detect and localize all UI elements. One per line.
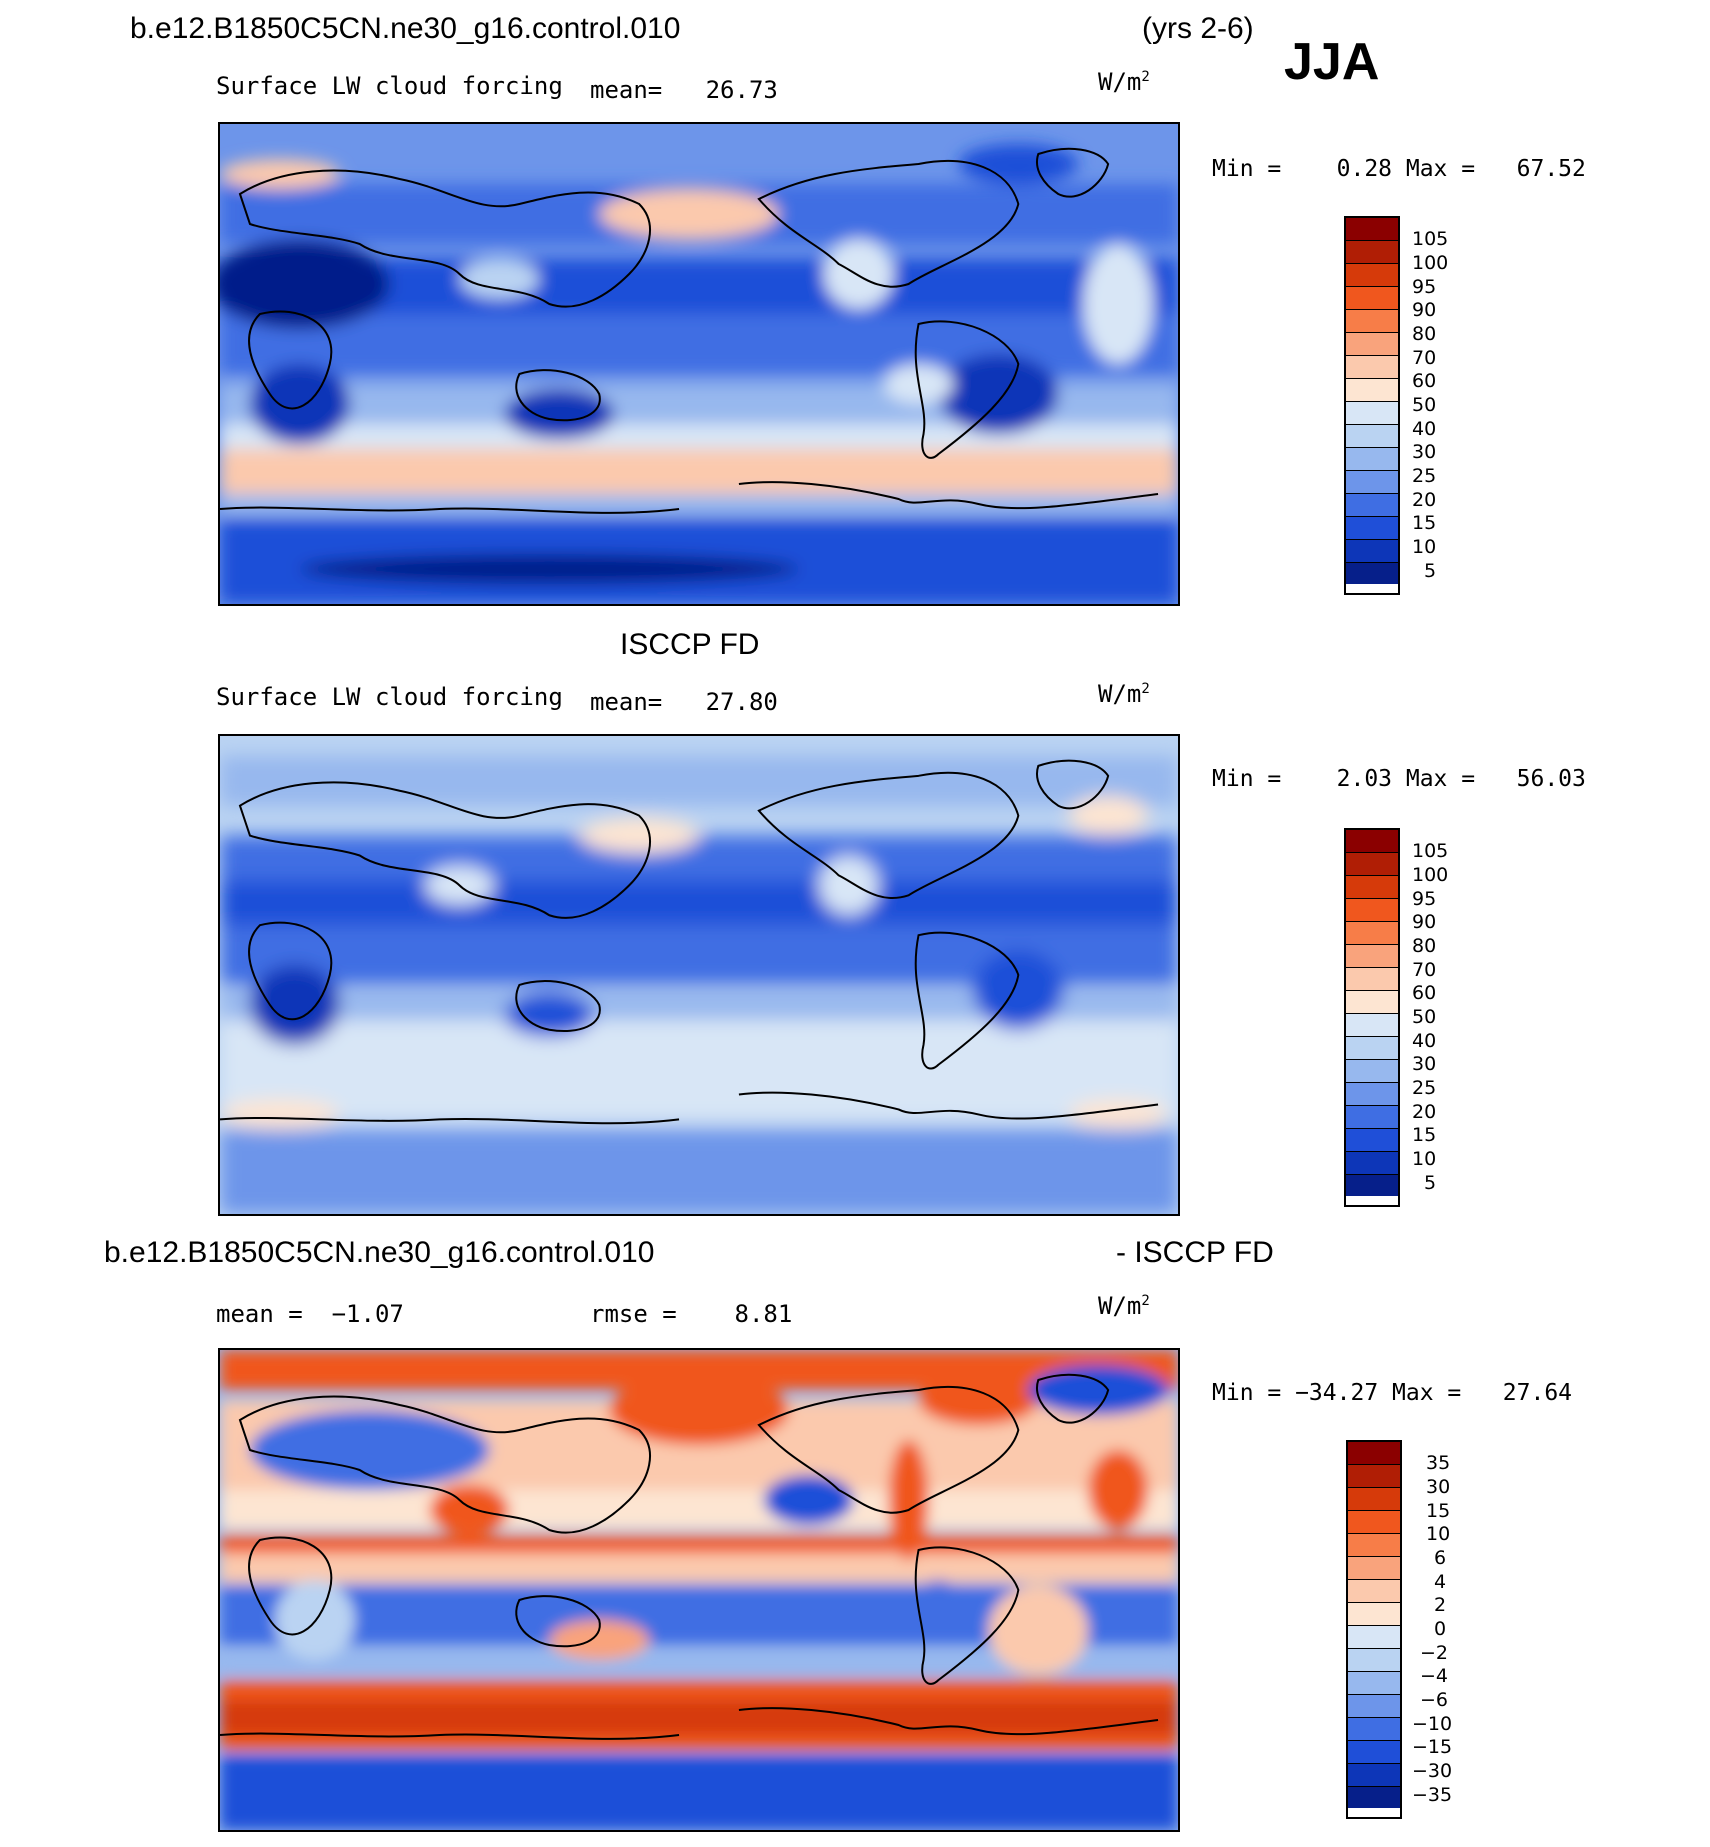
cbar-label: 0 bbox=[1434, 1618, 1447, 1640]
cbar-label: 60 bbox=[1412, 370, 1437, 392]
cbar-label: 25 bbox=[1412, 465, 1437, 487]
cbar-label: 6 bbox=[1434, 1547, 1447, 1569]
panel3-title-right: - ISCCP FD bbox=[1116, 1236, 1274, 1269]
season-label: JJA bbox=[1284, 33, 1380, 91]
cbar-label: 40 bbox=[1412, 418, 1437, 440]
cbar-label: −2 bbox=[1420, 1642, 1449, 1664]
cbar-label: −10 bbox=[1412, 1713, 1453, 1735]
cbar-label: 30 bbox=[1426, 1476, 1451, 1498]
cbar-label: 30 bbox=[1412, 1053, 1437, 1075]
cbar-label: −6 bbox=[1420, 1689, 1449, 1711]
cbar-label: 10 bbox=[1412, 536, 1437, 558]
panel2-title: ISCCP FD bbox=[620, 628, 760, 661]
panel1-minmax: Min = 0.28 Max = 67.52 bbox=[1212, 156, 1586, 182]
panel3-map bbox=[218, 1348, 1180, 1832]
cbar-label: 50 bbox=[1412, 394, 1437, 416]
cbar-label: 15 bbox=[1426, 1500, 1451, 1522]
cbar-label: 105 bbox=[1412, 228, 1449, 250]
cbar-label: 100 bbox=[1412, 864, 1449, 886]
panel1-map bbox=[218, 122, 1180, 606]
cbar-label: 10 bbox=[1426, 1523, 1451, 1545]
years-label: (yrs 2-6) bbox=[1142, 12, 1254, 45]
cbar-label: 95 bbox=[1412, 888, 1437, 910]
cbar-label: 90 bbox=[1412, 299, 1437, 321]
cbar-label: 35 bbox=[1426, 1452, 1451, 1474]
cbar-label: 105 bbox=[1412, 840, 1449, 862]
panel2-map bbox=[218, 734, 1180, 1216]
cbar-label: 70 bbox=[1412, 959, 1437, 981]
panel3-rmse: rmse = 8.81 bbox=[590, 1300, 793, 1328]
cbar-label: 80 bbox=[1412, 935, 1437, 957]
cbar-label: 2 bbox=[1434, 1594, 1447, 1616]
panel2-units: W/m2 bbox=[1098, 680, 1150, 708]
panel2-mean: mean= 27.80 bbox=[590, 688, 778, 716]
cbar-label: −35 bbox=[1412, 1784, 1453, 1806]
case-title: b.e12.B1850C5CN.ne30_g16.control.010 bbox=[130, 12, 681, 45]
cbar-label: 100 bbox=[1412, 252, 1449, 274]
cbar-label: 95 bbox=[1412, 276, 1437, 298]
cbar-label: −4 bbox=[1420, 1665, 1449, 1687]
cbar-label: 30 bbox=[1412, 441, 1437, 463]
cbar-label: −15 bbox=[1412, 1736, 1453, 1758]
panel1-colorbar bbox=[1344, 216, 1400, 595]
panel3-minmax: Min = −34.27 Max = 27.64 bbox=[1212, 1380, 1573, 1406]
panel3-mean: mean = −1.07 bbox=[216, 1300, 404, 1328]
cbar-label: 20 bbox=[1412, 1101, 1437, 1123]
cbar-label: 25 bbox=[1412, 1077, 1437, 1099]
cbar-label: 15 bbox=[1412, 1124, 1437, 1146]
cbar-label: −30 bbox=[1412, 1760, 1453, 1782]
panel3-units: W/m2 bbox=[1098, 1292, 1150, 1320]
panel1-mean: mean= 26.73 bbox=[590, 76, 778, 104]
cbar-label: 20 bbox=[1412, 489, 1437, 511]
panel2-variable: Surface LW cloud forcing bbox=[216, 683, 563, 711]
cbar-label: 40 bbox=[1412, 1030, 1437, 1052]
cbar-label: 80 bbox=[1412, 323, 1437, 345]
panel3-title-left: b.e12.B1850C5CN.ne30_g16.control.010 bbox=[104, 1236, 655, 1269]
panel1-variable: Surface LW cloud forcing bbox=[216, 72, 563, 100]
panel2-colorbar bbox=[1344, 828, 1400, 1207]
cbar-label: 50 bbox=[1412, 1006, 1437, 1028]
cbar-label: 90 bbox=[1412, 911, 1437, 933]
cbar-label: 10 bbox=[1412, 1148, 1437, 1170]
cbar-label: 70 bbox=[1412, 347, 1437, 369]
panel1-units: W/m2 bbox=[1098, 68, 1150, 96]
cbar-label: 5 bbox=[1424, 560, 1437, 582]
cbar-label: 4 bbox=[1434, 1571, 1447, 1593]
panel2-minmax: Min = 2.03 Max = 56.03 bbox=[1212, 766, 1586, 792]
cbar-label: 60 bbox=[1412, 982, 1437, 1004]
cbar-label: 5 bbox=[1424, 1172, 1437, 1194]
panel3-colorbar bbox=[1346, 1440, 1402, 1819]
cbar-label: 15 bbox=[1412, 512, 1437, 534]
